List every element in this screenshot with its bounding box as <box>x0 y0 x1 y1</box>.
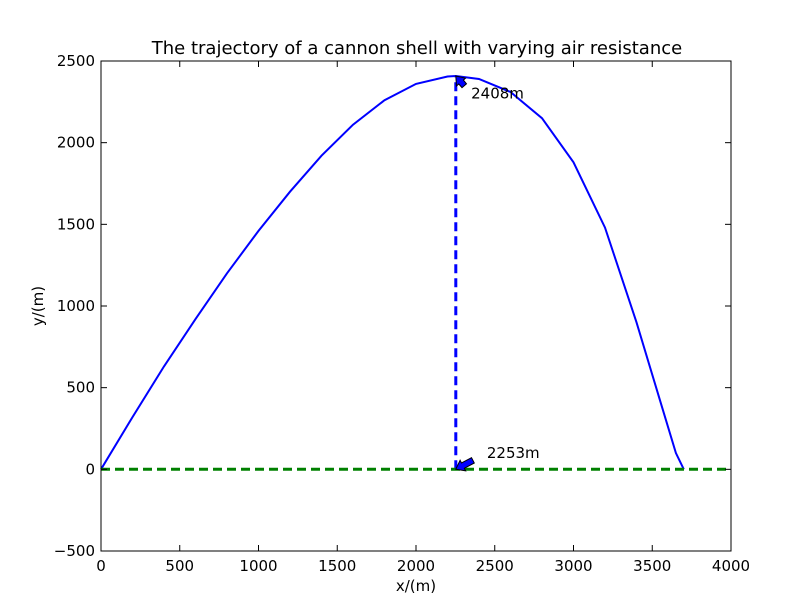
y-axis-label: y/(m) <box>29 286 47 326</box>
ticks: 0 500 1000 1500 2000 2500 3000 3500 4000−5000500… <box>54 52 750 575</box>
x-tick-label: 2500 <box>476 557 514 575</box>
x-tick-label: 4000 <box>712 557 750 575</box>
x-tick-label: 3000 <box>554 557 592 575</box>
series-line-0 <box>100 74 685 470</box>
x-tick-label: 1500 <box>318 557 356 575</box>
x-tick-label: 2000 <box>397 557 435 575</box>
y-tick-label: −500 <box>54 542 95 560</box>
annotation-label-0: 2408m <box>471 85 524 103</box>
y-tick-label: 2500 <box>57 52 95 70</box>
annotation-arrow-1 <box>455 457 475 472</box>
y-tick-label: 1000 <box>57 297 95 315</box>
x-tick-label: 0 <box>96 557 106 575</box>
y-tick-label: 500 <box>66 379 95 397</box>
x-axis-label: x/(m) <box>396 577 436 595</box>
y-tick-label: 1500 <box>57 215 95 233</box>
x-tick-label: 500 <box>165 557 194 575</box>
x-tick-label: 1000 <box>239 557 277 575</box>
chart-title: The trajectory of a cannon shell with va… <box>151 38 682 59</box>
y-tick-label: 2000 <box>57 134 95 152</box>
annotation-arrow-0 <box>455 75 468 89</box>
y-tick-label: 0 <box>85 460 95 478</box>
plot-area: 2408m 2253m <box>100 74 731 472</box>
annotation-label-1: 2253m <box>487 444 540 462</box>
x-tick-label: 3500 <box>633 557 671 575</box>
